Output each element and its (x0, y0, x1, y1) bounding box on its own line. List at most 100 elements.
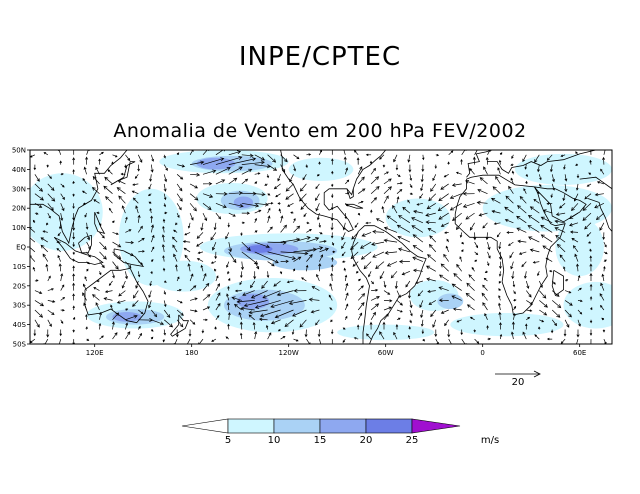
longitude-axis: 120E 180 120W 60W 0 60E (86, 344, 586, 357)
wind-arrow (344, 303, 349, 311)
wind-arrow (202, 318, 208, 322)
wind-arrow (293, 256, 302, 262)
wind-arrow (360, 251, 372, 260)
wind-arrow (196, 232, 204, 239)
wind-arrow (151, 319, 165, 326)
wind-arrow (270, 300, 294, 309)
wind-arrow (330, 213, 334, 222)
wind-arrow (315, 193, 320, 202)
wind-arrow (396, 224, 411, 233)
wind-arrow (599, 222, 605, 231)
wind-arrow (72, 258, 75, 262)
wind-arrow (241, 211, 251, 215)
wind-arrow (532, 261, 540, 264)
wind-arrow (455, 171, 462, 175)
wind-arrow (409, 309, 413, 317)
wind-arrow (438, 212, 449, 220)
wind-arrow (469, 168, 475, 175)
wind-arrow (34, 174, 40, 182)
wind-arrow (383, 280, 387, 288)
wind-arrow (306, 246, 324, 253)
wind-arrow (34, 279, 39, 282)
wind-arrow (213, 222, 217, 231)
wind-arrow (125, 261, 132, 269)
wind-arrow (482, 284, 488, 291)
wind-arrow (254, 261, 260, 270)
lat-tick-label: 40N (12, 166, 26, 174)
wind-arrow (112, 312, 120, 321)
wind-arrow (555, 234, 566, 243)
wind-arrow (526, 309, 533, 312)
wind-arrow (498, 271, 502, 277)
wind-arrow (46, 164, 49, 168)
wind-arrow (138, 261, 143, 265)
wind-arrow (411, 225, 424, 233)
wind-arrow (575, 183, 579, 191)
wind-arrow (137, 271, 141, 278)
wind-arrow (465, 212, 475, 220)
wind-arrow (57, 339, 62, 344)
wind-arrow (279, 271, 283, 275)
wind-arrow (356, 324, 360, 330)
wind-arrow (86, 251, 91, 258)
wind-arrow (584, 193, 592, 200)
wind-arrow (586, 232, 592, 237)
wind-arrow (98, 322, 102, 330)
wind-arrow (540, 216, 553, 224)
wind-arrow (569, 212, 579, 220)
wind-arrow (432, 174, 437, 182)
wind-arrow (438, 193, 449, 202)
wind-arrow (125, 322, 129, 330)
wind-arrow (85, 222, 89, 230)
wind-arrow (524, 164, 527, 170)
wind-arrow (398, 215, 411, 224)
wind-arrow (163, 309, 171, 318)
wind-arrow (546, 337, 553, 341)
wind-arrow (395, 164, 399, 171)
wind-arrow (434, 164, 438, 169)
wind-arrow (280, 164, 286, 173)
wind-arrow (239, 271, 243, 278)
wind-arrow (254, 230, 258, 233)
wind-arrow (278, 208, 282, 214)
wind-arrow (462, 202, 475, 208)
wind-arrow (447, 329, 451, 338)
wind-arrow (444, 231, 449, 234)
wind-arrow (125, 308, 129, 311)
wind-arrow (262, 290, 281, 299)
wind-arrow (163, 203, 166, 208)
wind-arrow (401, 270, 411, 276)
wind-arrow (412, 256, 424, 262)
wind-arrow (241, 168, 253, 175)
wind-arrow (162, 267, 166, 272)
wind-arrow (196, 241, 204, 247)
lat-tick-label: 20S (13, 282, 27, 290)
wind-arrow (369, 160, 373, 165)
wind-arrow (498, 242, 502, 250)
wind-arrow (125, 331, 131, 340)
wind-arrow (437, 203, 449, 212)
wind-arrow (546, 202, 553, 205)
wind-arrow (47, 193, 56, 202)
shading-patch (337, 324, 435, 341)
wind-arrow (345, 179, 350, 185)
wind-arrow (266, 174, 270, 179)
wind-arrow (72, 222, 76, 231)
wind-arrow (479, 177, 488, 185)
wind-arrow (243, 300, 268, 308)
wind-arrow (112, 154, 118, 158)
wind-arrow (407, 290, 411, 299)
shading-patch (515, 153, 612, 185)
wind-arrow (370, 295, 380, 301)
wind-arrow (483, 277, 488, 282)
wind-arrow (390, 271, 398, 279)
wind-arrow (527, 225, 540, 233)
wind-arrow (426, 203, 436, 210)
wind-arrow (163, 319, 174, 328)
wind-arrow (176, 212, 180, 218)
wind-arrow (121, 205, 126, 214)
wind-arrow (99, 151, 104, 156)
newzealand-coast (170, 314, 189, 337)
wind-arrow (287, 202, 294, 207)
wind-arrow (161, 234, 165, 243)
